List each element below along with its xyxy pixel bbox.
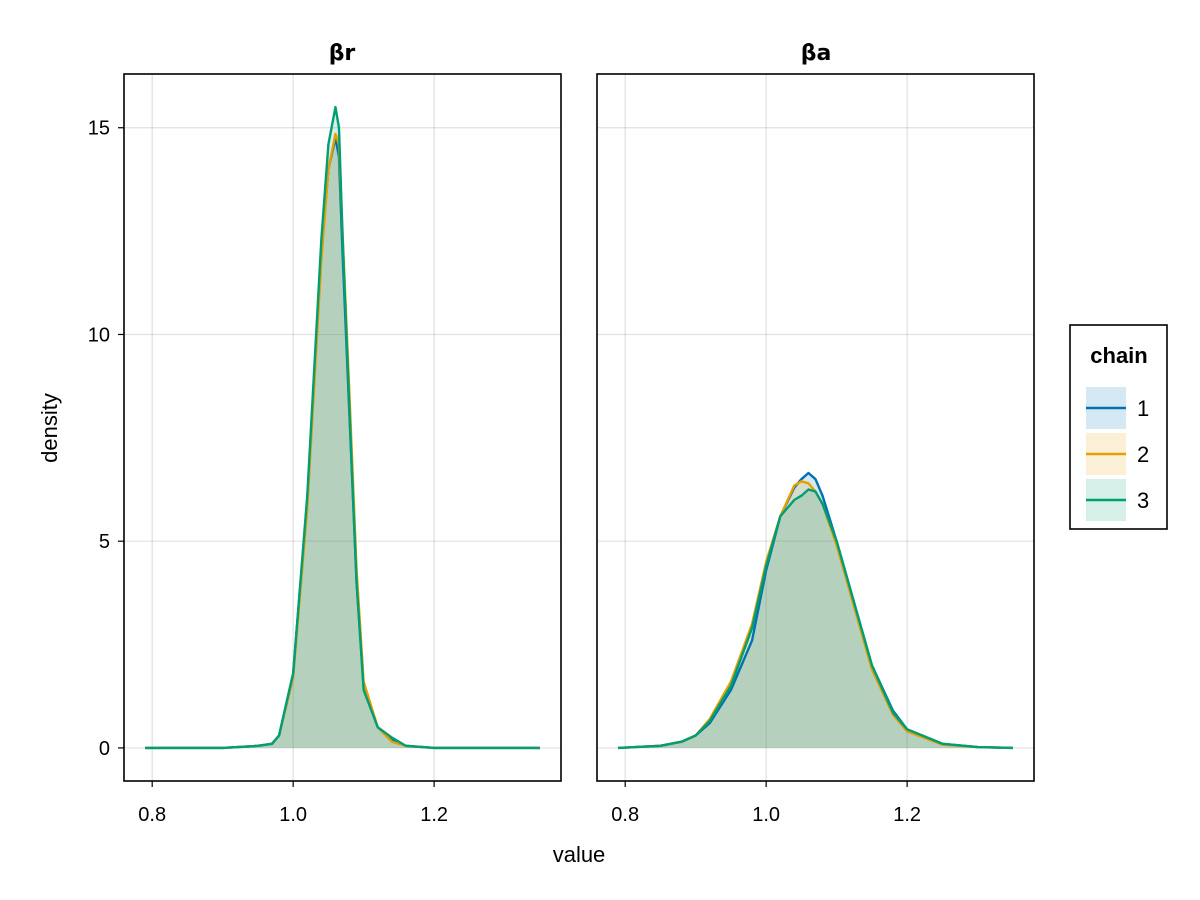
plot-area-right: 0.8 1.0 1.2 [596,73,1035,826]
density-fill-series-3 [145,107,540,748]
panel-right: βa 0.8 1.0 1.2 [596,41,1035,826]
legend: chain 1 2 3 [1069,324,1168,530]
y-tick-label: 10 [88,324,110,346]
y-tick-label: 5 [99,531,110,553]
x-axis-label: value [553,842,606,867]
y-tick-label: 15 [88,118,110,140]
x-tick-label: 1.2 [420,804,448,826]
x-tick-label: 1.2 [893,804,921,826]
legend-item-3: 3 [1086,479,1149,521]
legend-box [1069,324,1168,530]
density-fill-series-2 [618,481,1013,748]
legend-item-1: 1 [1086,387,1149,429]
legend-label: 3 [1137,488,1149,513]
x-tick-label: 0.8 [611,804,639,826]
x-tick-label: 1.0 [752,804,780,826]
y-tick-label: 0 [99,738,110,760]
legend-title: chain [1090,343,1147,368]
legend-label: 1 [1137,396,1149,421]
x-tick-label: 0.8 [138,804,166,826]
panel-left: βr 0.8 1.0 1.2 0 5 10 15 [88,41,562,826]
panel-title-right: βa [801,41,832,66]
plot-frame [123,73,562,782]
y-axis-label: density [37,393,62,463]
x-tick-label: 1.0 [279,804,307,826]
density-line-series-3 [618,488,1013,750]
plot-frame [596,73,1035,782]
plot-area-left: 0.8 1.0 1.2 0 5 10 15 [88,73,562,826]
legend-item-2: 2 [1086,433,1149,475]
density-fill-series-3 [618,489,1013,748]
density-fill-series-2 [145,133,540,748]
density-fill-series-1 [618,472,1013,748]
density-line-series-3 [145,105,540,750]
legend-label: 2 [1137,442,1149,467]
panel-title-left: βr [329,41,356,66]
legend-entries: 1 2 3 [1086,387,1149,521]
density-fill-series-1 [145,138,540,748]
